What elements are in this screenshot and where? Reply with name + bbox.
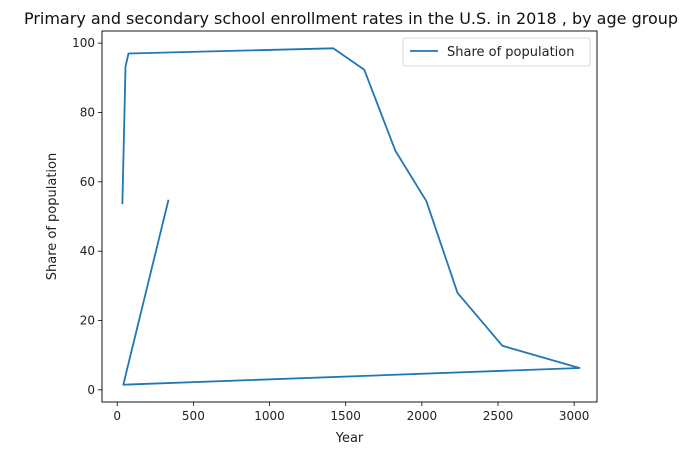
x-tick-label: 1500 [330,409,361,423]
legend-label: Share of population [447,45,575,60]
y-tick-label: 20 [80,314,95,328]
x-tick-label: 500 [182,409,205,423]
chart-title: Primary and secondary school enrollment … [24,9,678,28]
x-tick-label: 3000 [559,409,590,423]
y-tick-label: 0 [87,383,95,397]
series-layer [121,47,581,386]
y-tick-label: 80 [80,105,95,119]
x-tick-label: 2500 [483,409,514,423]
x-axis: 0 500 1000 1500 2000 2500 3000 [113,402,589,423]
y-tick-label: 100 [72,36,95,50]
x-tick-label: 0 [113,409,121,423]
y-axis: 0 20 40 60 80 100 [72,36,102,397]
x-tick-label: 2000 [407,409,438,423]
x-axis-title: Year [335,431,364,446]
legend: Share of population [402,37,591,67]
y-tick-label: 40 [80,244,95,258]
y-tick-label: 60 [80,175,95,189]
y-axis-title: Share of population [45,153,60,281]
series-line [121,47,581,386]
plot-area [101,30,598,403]
legend-box [402,37,591,67]
x-tick-label: 1000 [254,409,285,423]
